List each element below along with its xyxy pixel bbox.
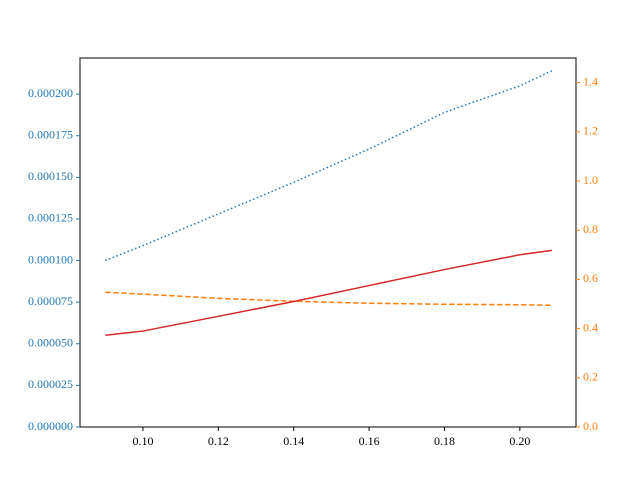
y2-tick-label: 1.4 <box>583 74 598 88</box>
y2-tick-label: 0.8 <box>583 222 598 236</box>
x-tick-label: 0.10 <box>132 434 153 448</box>
x-tick-label: 0.20 <box>509 434 530 448</box>
y-tick-label: 0.000150 <box>28 169 73 183</box>
y-tick-label: 0.000100 <box>28 252 73 266</box>
y2-tick-label: 0.4 <box>583 320 598 334</box>
x-tick-label: 0.18 <box>434 434 455 448</box>
y2-tick-label: 1.2 <box>583 124 598 138</box>
y-tick-label: 0.000125 <box>28 211 73 225</box>
x-tick-label: 0.16 <box>359 434 380 448</box>
y-tick-label: 0.000025 <box>28 377 73 391</box>
series-line <box>105 249 552 336</box>
y-tick-label: 0.000050 <box>28 336 73 350</box>
plot-frame <box>79 57 577 428</box>
y2-tick-label: 1.0 <box>583 173 598 187</box>
y-tick-label: 0.000175 <box>28 127 73 141</box>
y2-tick-label: 0.2 <box>583 370 598 384</box>
y-tick-label: 0.000200 <box>28 86 73 100</box>
y-tick-label: 0.000000 <box>28 419 73 433</box>
series-line <box>104 70 553 262</box>
y-tick-label: 0.000075 <box>28 294 73 308</box>
x-tick-label: 0.14 <box>283 434 304 448</box>
y2-tick-label: 0.0 <box>583 419 598 433</box>
series-line <box>105 291 552 306</box>
x-tick-label: 0.12 <box>208 434 229 448</box>
y2-tick-label: 0.6 <box>583 271 598 285</box>
